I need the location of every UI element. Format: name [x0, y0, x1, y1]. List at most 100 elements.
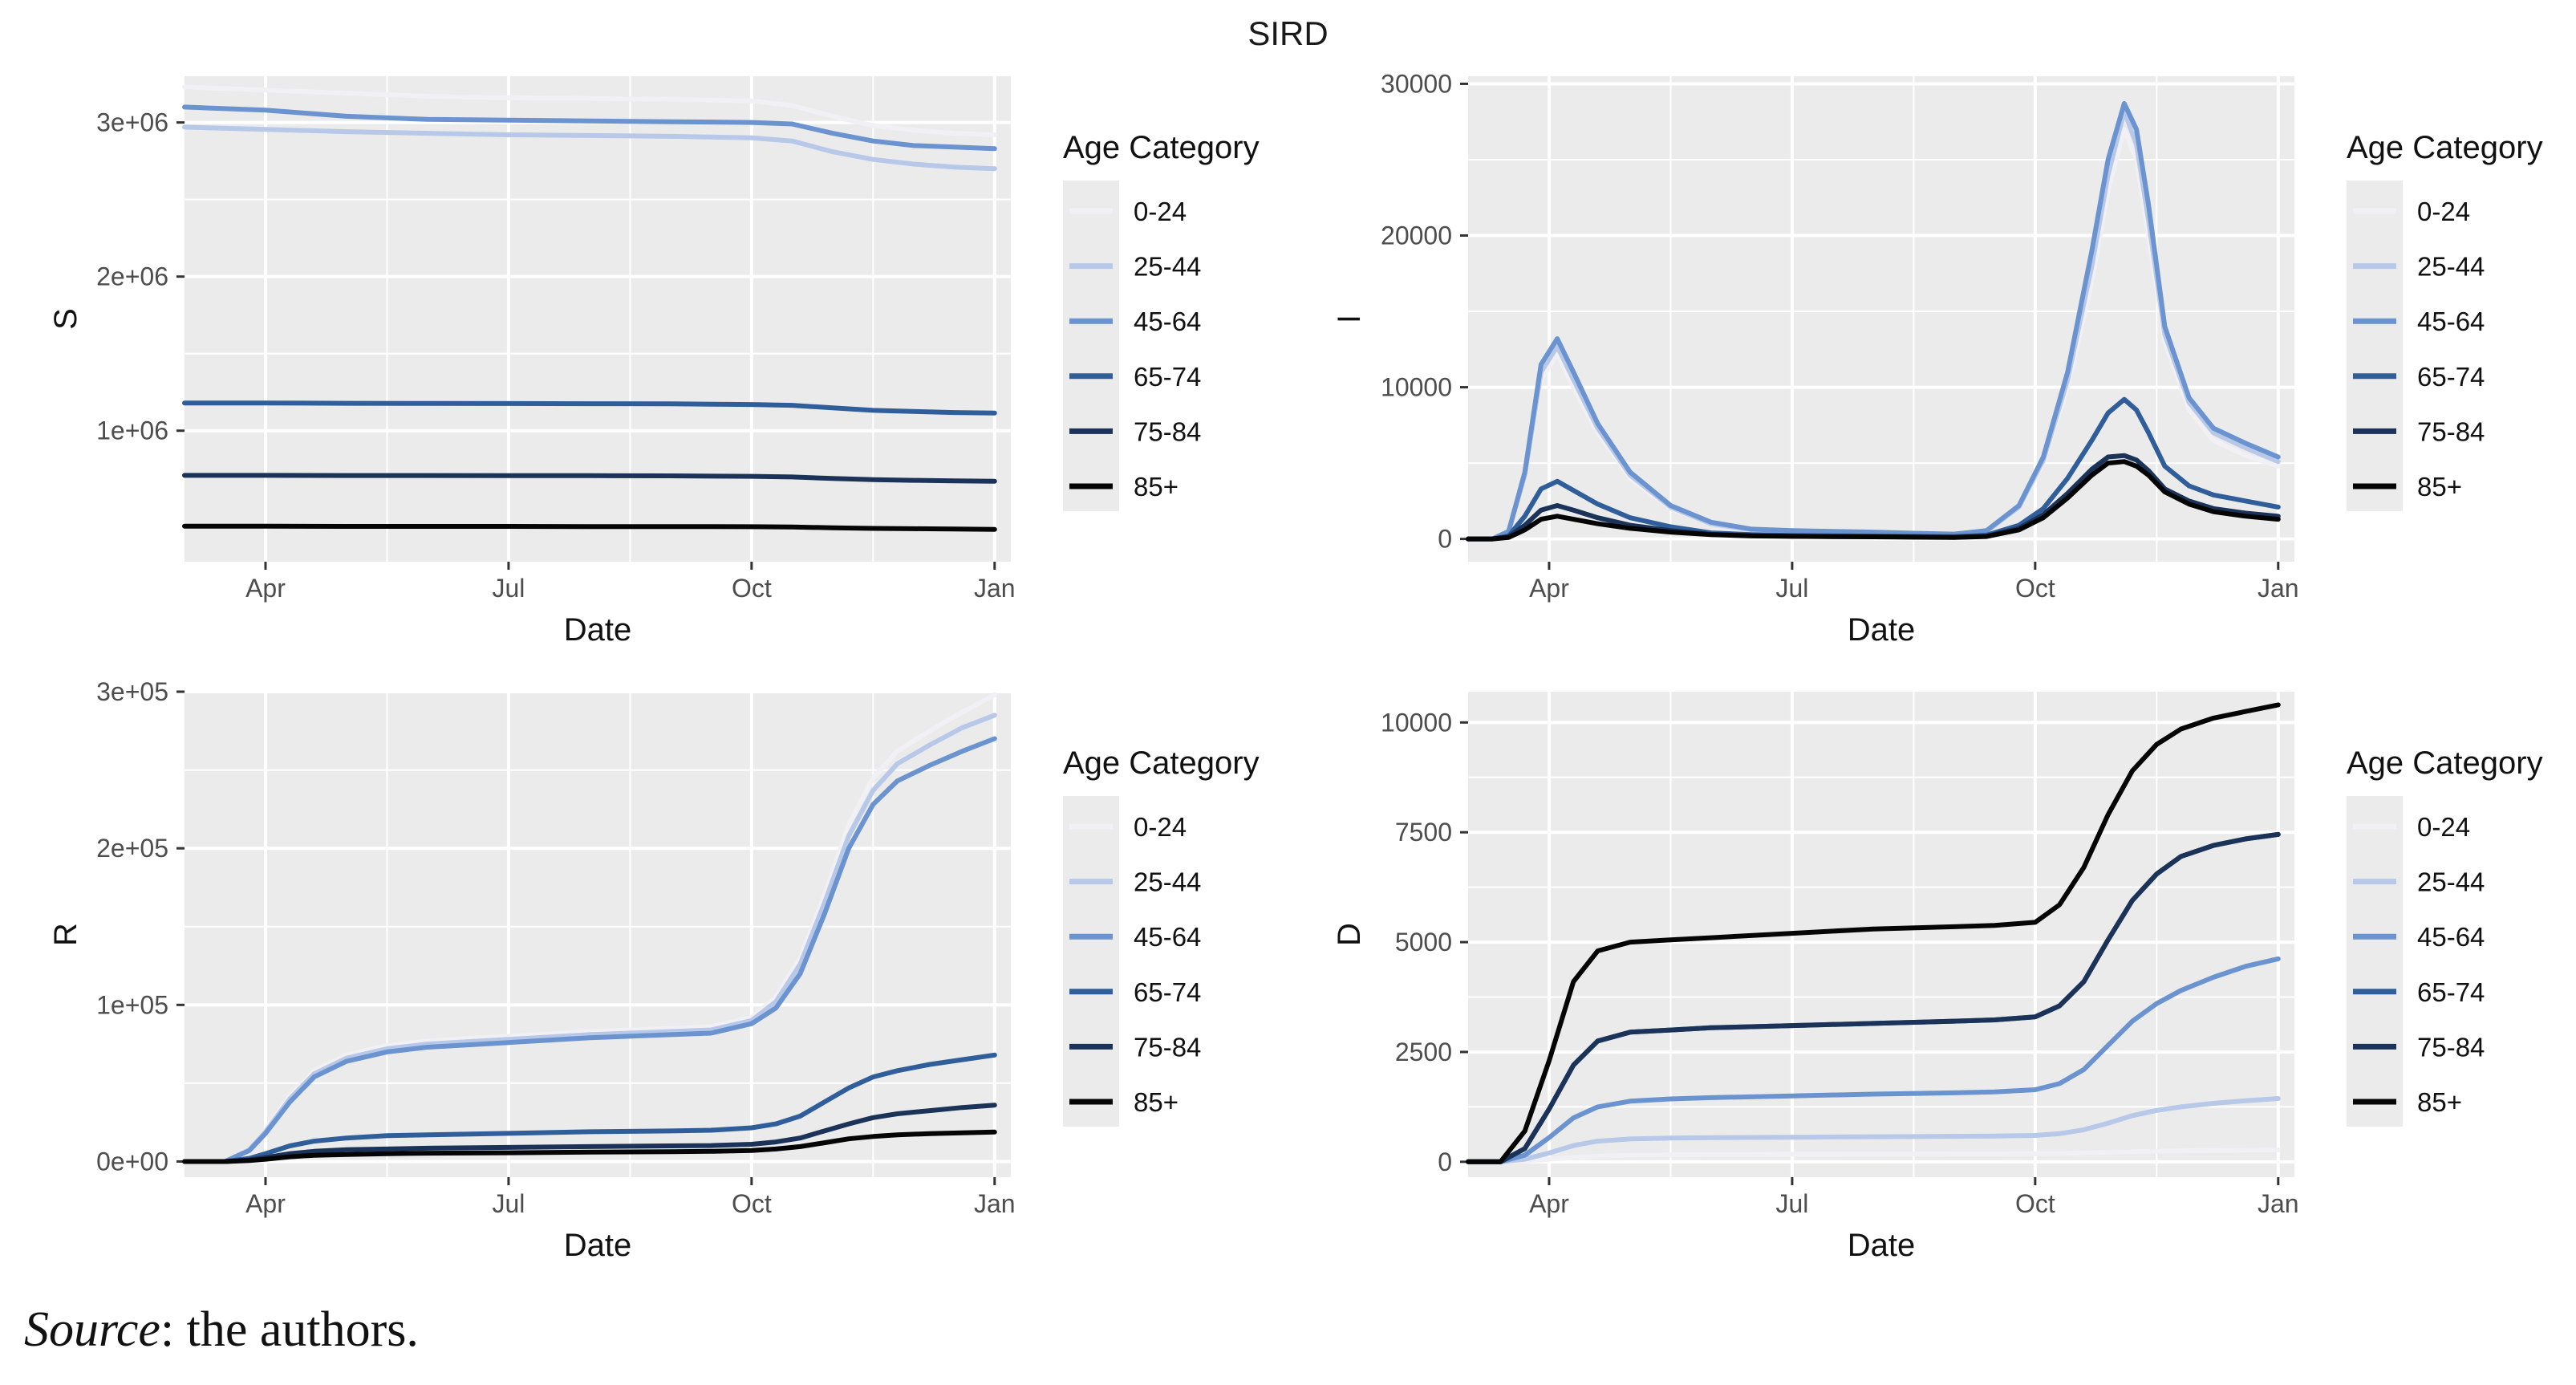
y-tick-label: 2e+06: [96, 262, 168, 291]
y-axis-title: R: [48, 923, 83, 946]
y-axis-title: S: [48, 308, 83, 330]
legend-label-0-24: 0-24: [1134, 812, 1187, 842]
y-tick-label: 1e+06: [96, 416, 168, 445]
y-tick-label: 10000: [1381, 708, 1452, 737]
x-tick-label: Oct: [732, 574, 772, 603]
legend: Age Category 0-24 25-44 45-64 65-74 75-84 85+: [1063, 745, 1260, 1127]
x-tick-label: Jan: [2258, 1189, 2299, 1218]
legend-key-background: [1063, 796, 1119, 1127]
x-tick-label: Jan: [974, 574, 1016, 603]
series-line-25-44: [1466, 1096, 2281, 1164]
source-label: Source: [24, 1302, 160, 1357]
legend-label-65-74: 65-74: [2417, 362, 2485, 392]
plot-panel: [185, 76, 1011, 562]
y-tick-label: 3e+06: [96, 108, 168, 137]
series-line-85+: [1466, 459, 2281, 542]
legend-label-85+: 85+: [2417, 1087, 2462, 1117]
y-tick-label: 0: [1438, 1147, 1452, 1176]
y-tick-label: 10000: [1381, 373, 1452, 402]
series-line-45-64: [1466, 956, 2281, 1164]
legend-label-0-24: 0-24: [2417, 812, 2470, 842]
series-line-45-64: [182, 104, 997, 152]
y-tick-label: 2500: [1395, 1038, 1452, 1066]
legend-label-75-84: 75-84: [1134, 1032, 1201, 1062]
legend-title: Age Category: [1063, 745, 1260, 781]
legend-title: Age Category: [2347, 130, 2543, 165]
legend: Age Category 0-24 25-44 45-64 65-74 75-84 85+: [1063, 130, 1260, 511]
x-axis-title: Date: [1848, 1228, 1916, 1263]
x-tick-label: Jul: [492, 1189, 525, 1218]
legend: Age Category 0-24 25-44 45-64 65-74 75-84 85+: [2347, 130, 2543, 511]
legend-label-85+: 85+: [2417, 472, 2462, 502]
series-line-65-74: [182, 400, 997, 416]
x-tick-label: Apr: [1529, 1189, 1569, 1218]
panel-S: Apr Jul Oct Jan 1e+06 2e+06 3e+06 Date S Age Cate…: [48, 76, 1260, 648]
legend-key-background: [2347, 796, 2403, 1127]
x-tick-label: Oct: [2015, 1189, 2055, 1218]
series-line-85+: [1466, 702, 2281, 1164]
panel-R: Apr Jul Oct Jan 0e+00 1e+05 2e+05 3e+05 Date R Age…: [48, 677, 1260, 1263]
series-line-25-44: [182, 124, 997, 172]
y-axis-title: D: [1332, 923, 1367, 946]
legend-key-background: [2347, 181, 2403, 511]
legend-key-background: [1063, 181, 1119, 511]
series-line-75-84: [182, 473, 997, 484]
legend-label-25-44: 25-44: [2417, 252, 2485, 282]
source-note: Source: the authors.: [24, 1302, 419, 1359]
x-axis-title: Date: [564, 612, 632, 648]
legend-label-85+: 85+: [1134, 472, 1178, 502]
y-tick-label: 7500: [1395, 818, 1452, 847]
x-tick-label: Oct: [732, 1189, 772, 1218]
x-axis-title: Date: [1848, 612, 1916, 648]
legend-label-65-74: 65-74: [1134, 362, 1201, 392]
series-line-85+: [182, 1129, 997, 1164]
figure-title: SIRD: [1247, 14, 1329, 52]
y-tick-label: 20000: [1381, 221, 1452, 250]
series-line-75-84: [1466, 831, 2281, 1164]
plot-panel: [1468, 76, 2294, 562]
legend-label-0-24: 0-24: [1134, 197, 1187, 226]
legend-label-45-64: 45-64: [1134, 307, 1201, 336]
legend-label-65-74: 65-74: [1134, 977, 1201, 1007]
x-tick-label: Jul: [1775, 574, 1808, 603]
y-tick-label: 2e+05: [96, 834, 168, 863]
x-tick-label: Apr: [1529, 574, 1569, 603]
y-tick-label: 1e+05: [96, 990, 168, 1019]
y-tick-label: 3e+05: [96, 677, 168, 706]
series-line-85+: [182, 523, 997, 532]
legend-label-75-84: 75-84: [1134, 416, 1201, 446]
series-line-75-84: [182, 1103, 997, 1164]
legend-title: Age Category: [1063, 130, 1260, 165]
y-tick-label: 0: [1438, 525, 1452, 554]
legend-label-65-74: 65-74: [2417, 977, 2485, 1007]
x-tick-label: Jul: [1775, 1189, 1808, 1218]
legend-label-0-24: 0-24: [2417, 197, 2470, 226]
x-axis-title: Date: [564, 1228, 632, 1263]
legend-label-25-44: 25-44: [1134, 867, 1201, 897]
legend-label-45-64: 45-64: [1134, 922, 1201, 952]
x-tick-label: Apr: [245, 1189, 286, 1218]
series-line-0-24: [1466, 1147, 2281, 1164]
x-tick-label: Jan: [974, 1189, 1016, 1218]
x-tick-label: Apr: [245, 574, 286, 603]
y-tick-label: 5000: [1395, 928, 1452, 957]
series-line-0-24: [182, 84, 997, 137]
legend-label-25-44: 25-44: [2417, 867, 2485, 897]
x-tick-label: Jan: [2258, 574, 2299, 603]
legend-label-25-44: 25-44: [1134, 252, 1201, 282]
panel-D: Apr Jul Oct Jan 0 2500 5000 7500 10000 Date D Age C…: [1332, 692, 2543, 1263]
legend-label-45-64: 45-64: [2417, 922, 2485, 952]
series-line-65-74: [182, 1052, 997, 1164]
legend-label-75-84: 75-84: [2417, 1032, 2485, 1062]
legend-label-85+: 85+: [1134, 1087, 1178, 1117]
plot-panel: [1468, 692, 2294, 1177]
legend-label-45-64: 45-64: [2417, 307, 2485, 336]
source-text: : the authors.: [160, 1302, 419, 1357]
y-tick-label: 0e+00: [96, 1147, 168, 1176]
series-line-45-64: [1466, 101, 2281, 542]
legend-label-75-84: 75-84: [2417, 416, 2485, 446]
legend: Age Category 0-24 25-44 45-64 65-74 75-84 85+: [2347, 745, 2543, 1127]
x-tick-label: Oct: [2015, 574, 2055, 603]
panel-I: Apr Jul Oct Jan 0 10000 20000 30000 Date I Age Cat…: [1332, 69, 2543, 648]
